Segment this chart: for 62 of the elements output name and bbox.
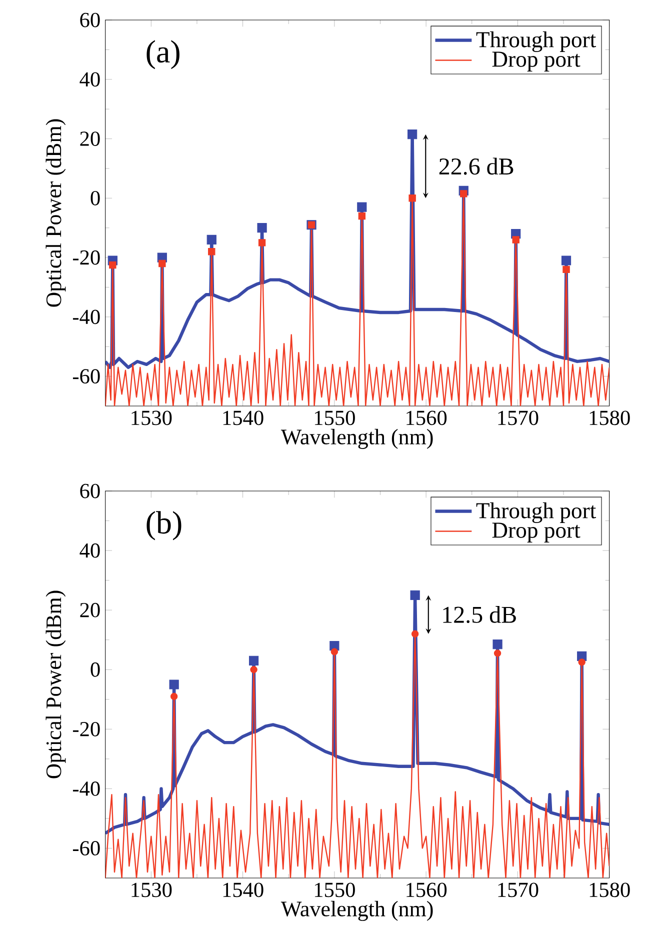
y-axis-title: Optical Power (dBm) — [46, 119, 66, 307]
x-axis-title: Wavelength (nm) — [280, 900, 433, 921]
x-tick-label: 1550 — [314, 882, 355, 898]
y-tick-label: 40 — [80, 543, 100, 558]
x-tick-label: 1540 — [223, 410, 264, 426]
point — [358, 212, 366, 220]
x-tick-label: 1560 — [406, 882, 447, 898]
legend-label: Through port — [476, 31, 596, 52]
y-tick-label: -20 — [72, 722, 100, 736]
point — [408, 194, 416, 202]
point — [170, 692, 178, 700]
point — [169, 680, 179, 690]
y-tick-label: -40 — [72, 782, 100, 796]
x-tick-label: 1580 — [590, 410, 630, 426]
y-tick-label: 0 — [90, 662, 100, 677]
y-tick-label: 60 — [80, 484, 100, 498]
annotation: (a) — [146, 40, 180, 70]
x-tick-label: 1550 — [314, 410, 355, 426]
y-tick-label: 60 — [80, 12, 100, 28]
y-tick-label: -60 — [72, 369, 100, 384]
x-tick-label: 1570 — [498, 410, 538, 426]
y-tick-label: 20 — [80, 132, 100, 146]
point — [206, 234, 216, 245]
y-tick-label: 20 — [80, 602, 100, 618]
point — [494, 650, 502, 657]
point — [250, 666, 258, 674]
x-tick-label: 1540 — [223, 882, 264, 898]
point — [512, 236, 520, 244]
y-tick-label: -40 — [72, 310, 100, 324]
point — [460, 190, 468, 198]
legend-label: Drop port — [492, 52, 580, 72]
point — [257, 223, 267, 233]
legend-label: Through port — [476, 502, 596, 524]
point — [408, 130, 418, 140]
point — [109, 261, 116, 269]
annotation: 12.5 dB — [443, 606, 516, 624]
point — [248, 656, 259, 666]
y-tick-label: -20 — [72, 250, 100, 265]
point — [561, 256, 572, 266]
point — [578, 658, 586, 666]
y-tick-label: -60 — [72, 841, 100, 856]
point — [208, 248, 216, 256]
legend-label: Drop port — [492, 522, 580, 542]
point — [492, 640, 502, 650]
annotation: 22.6 dB — [439, 158, 514, 175]
x-tick-label: 1580 — [590, 882, 630, 898]
y-tick-label: 0 — [90, 190, 100, 206]
y-axis-title: Optical Power (dBm) — [46, 590, 66, 778]
point — [562, 266, 570, 274]
annotation: (b) — [146, 511, 182, 540]
point — [330, 648, 338, 656]
x-tick-label: 1530 — [132, 410, 172, 426]
point — [411, 630, 419, 638]
x-tick-label: 1570 — [498, 882, 538, 898]
y-tick-label: 40 — [80, 72, 100, 87]
point — [410, 590, 420, 600]
point — [258, 239, 266, 246]
x-tick-label: 1560 — [406, 410, 447, 426]
x-axis-title: Wavelength (nm) — [280, 428, 433, 449]
point — [357, 202, 367, 212]
x-tick-label: 1530 — [132, 882, 172, 898]
point — [158, 260, 166, 268]
